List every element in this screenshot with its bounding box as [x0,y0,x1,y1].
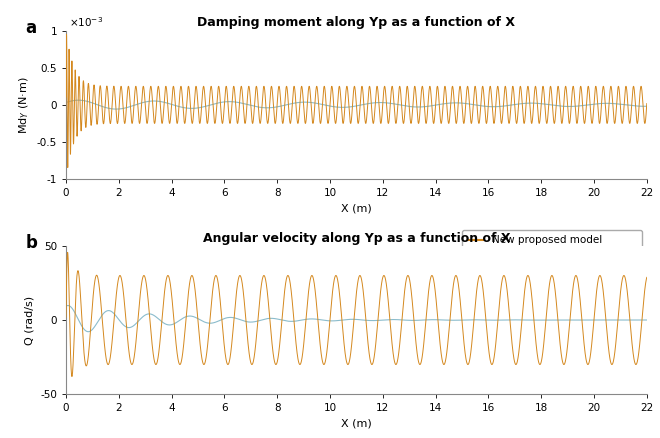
Y-axis label: Md$_Y$ (N·m): Md$_Y$ (N·m) [18,76,31,134]
Text: $\times 10^{-3}$: $\times 10^{-3}$ [69,15,103,29]
Text: a: a [25,19,36,37]
X-axis label: X (m): X (m) [341,419,372,429]
Y-axis label: Q (rad/s): Q (rad/s) [24,296,34,345]
Legend: New proposed model, Richards et al (2008) model: New proposed model, Richards et al (2008… [463,230,642,266]
Title: Damping moment along Yp as a function of X: Damping moment along Yp as a function of… [197,17,515,29]
Title: Angular velocity along Yp as a function of X: Angular velocity along Yp as a function … [203,232,510,245]
Text: b: b [25,234,37,252]
X-axis label: X (m): X (m) [341,204,372,214]
